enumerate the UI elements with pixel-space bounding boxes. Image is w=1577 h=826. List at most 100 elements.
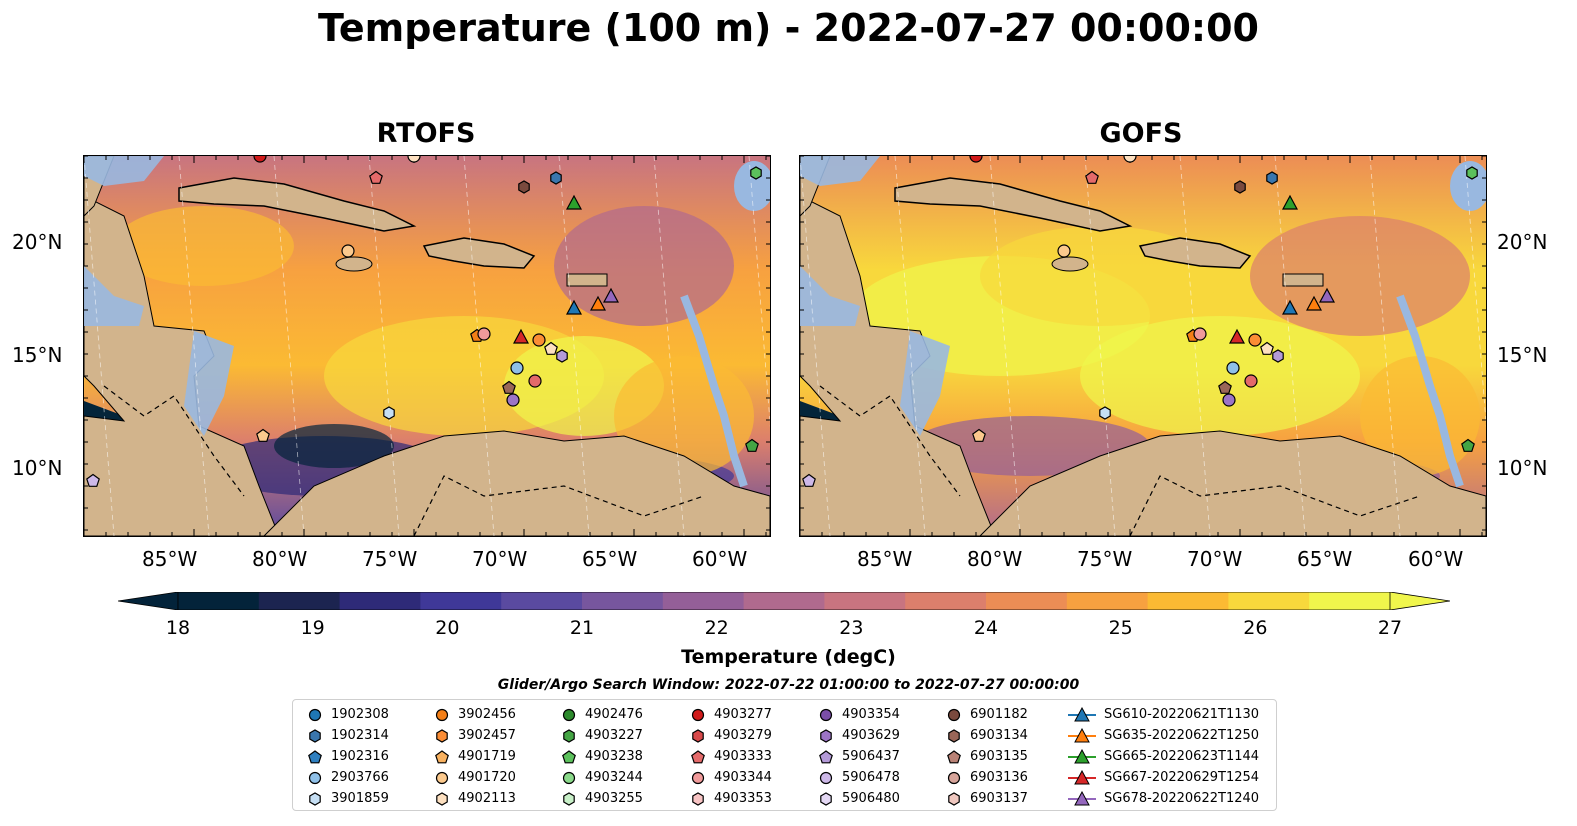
legend-label: 5906478 (842, 770, 900, 785)
legend-marker-icon (947, 749, 961, 763)
legend-marker-icon (435, 749, 449, 763)
lat-label: 10°N (1497, 456, 1548, 480)
legend-marker-icon (820, 791, 832, 806)
float-marker (550, 171, 562, 185)
legend-item: 6903135 (946, 746, 1028, 767)
legend-label: 6901182 (970, 707, 1028, 722)
legend-item: 2903766 (307, 767, 389, 788)
legend-item: 4903354 (818, 704, 900, 725)
legend-item: 4903244 (561, 767, 643, 788)
legend-label: SG665-20220623T1144 (1104, 749, 1260, 764)
legend-item: 6901182 (946, 704, 1028, 725)
float-marker (407, 156, 421, 163)
colorbar-tick-label: 20 (435, 617, 460, 639)
legend-item: 4901720 (434, 767, 516, 788)
lon-label: 65°W (1297, 547, 1353, 571)
float-marker (383, 406, 395, 420)
glider-marker (565, 299, 583, 315)
legend-label: 3902456 (458, 707, 516, 722)
lon-label: 70°W (472, 547, 528, 571)
legend-marker-icon (691, 708, 705, 721)
colorbar-tick-label: 23 (839, 617, 864, 639)
legend-label: 4901719 (458, 749, 516, 764)
float-marker (256, 428, 270, 442)
float-marker (1085, 170, 1099, 184)
legend-marker-icon (692, 728, 704, 743)
map-rtofs[interactable] (83, 155, 771, 537)
float-marker (969, 156, 983, 163)
legend-item: 4903277 (690, 704, 772, 725)
legend-marker-icon (563, 728, 575, 743)
legend-label: 1902314 (331, 728, 389, 743)
legend-item: 6903136 (946, 767, 1028, 788)
float-marker (802, 473, 816, 487)
float-marker (477, 327, 491, 341)
float-marker (1099, 406, 1111, 420)
legend-item: 4902113 (434, 788, 516, 809)
float-marker (341, 244, 355, 258)
legend-item: 1902316 (307, 746, 389, 767)
float-marker (1226, 361, 1240, 375)
panel-title-gofs: GOFS (1099, 118, 1183, 149)
float-marker (1234, 180, 1246, 194)
legend-marker-icon (308, 708, 322, 721)
legend-marker-icon (309, 728, 321, 743)
figure-title: Temperature (100 m) - 2022-07-27 00:00:0… (317, 6, 1259, 50)
search-window-text: Glider/Argo Search Window: 2022-07-22 01… (497, 677, 1080, 693)
float-marker (369, 170, 383, 184)
legend-label: SG678-20220622T1240 (1104, 791, 1260, 806)
legend-marker-icon (435, 708, 449, 721)
legend-marker-icon (947, 708, 961, 721)
float-marker (1123, 156, 1137, 163)
lon-label: 85°W (857, 547, 913, 571)
legend-label: 3902457 (458, 728, 516, 743)
legend-label: 6903134 (970, 728, 1028, 743)
legend-marker-icon (691, 749, 705, 763)
legend-label: 4903353 (714, 791, 772, 806)
legend-label: 6903136 (970, 770, 1028, 785)
legend-item: 4903353 (690, 788, 772, 809)
legend-marker-icon (308, 771, 322, 784)
lon-label: 60°W (692, 547, 748, 571)
legend-label: SG635-20220622T1250 (1104, 728, 1260, 743)
legend-marker-icon (308, 749, 322, 763)
legend-item: 4901719 (434, 746, 516, 767)
legend-marker-icon (1068, 748, 1096, 763)
legend-item: 4903255 (561, 788, 643, 809)
legend-label: 4903255 (585, 791, 643, 806)
float-marker (1266, 171, 1278, 185)
legend-item: SG678-20220622T1240 (1068, 788, 1259, 809)
legend-label: 4902476 (585, 707, 643, 722)
glider-marker (512, 328, 530, 344)
float-marker (1248, 333, 1262, 347)
legend-item: 6903134 (946, 725, 1028, 746)
legend-marker-icon (692, 791, 704, 806)
legend-label: 3901859 (331, 791, 389, 806)
lon-label: 60°W (1408, 547, 1464, 571)
legend-marker-icon (947, 771, 961, 784)
legend-item: 4903279 (690, 725, 772, 746)
legend-label: 4902113 (458, 791, 516, 806)
legend-item: 4903333 (690, 746, 772, 767)
lon-label: 85°W (142, 547, 198, 571)
float-marker (253, 156, 267, 163)
legend-item: 1902314 (307, 725, 389, 746)
legend-label: 5906437 (842, 749, 900, 764)
legend-item: 5906478 (818, 767, 900, 788)
float-marker (528, 374, 542, 388)
panel-title-rtofs: RTOFS (376, 118, 476, 149)
float-marker (1260, 341, 1274, 355)
legend-marker-icon (948, 728, 960, 743)
legend-item: 3901859 (307, 788, 389, 809)
colorbar-tick-label: 18 (165, 617, 191, 639)
float-marker (972, 428, 986, 442)
map-gofs[interactable] (799, 155, 1487, 537)
glider-marker (1281, 299, 1299, 315)
legend-item: SG610-20220621T1130 (1068, 704, 1259, 725)
legend-item: 4903238 (561, 746, 643, 767)
legend-marker-icon (562, 749, 576, 763)
legend-label: 5906480 (842, 791, 900, 806)
legend-item: 5906437 (818, 746, 900, 767)
legend-item: 4902476 (561, 704, 643, 725)
lon-label: 70°W (1187, 547, 1243, 571)
